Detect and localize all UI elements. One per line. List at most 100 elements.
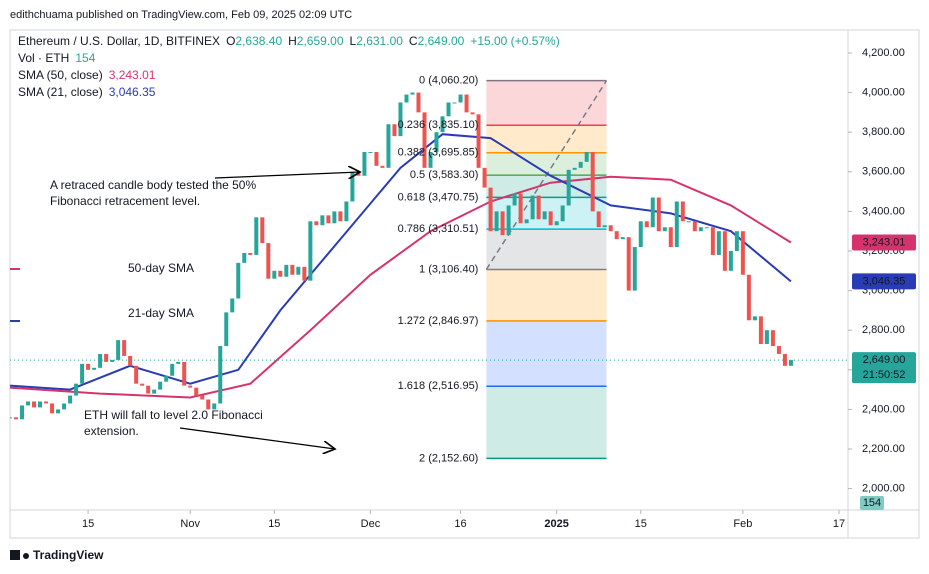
ohlc-value: 2,638.40 xyxy=(235,34,282,48)
legend-title: Ethereum / U.S. Dollar, 1D, BITFINEX xyxy=(18,34,220,48)
candle xyxy=(320,215,325,226)
fib-label: 1.618 (2,516.95) xyxy=(398,380,479,392)
ohlc-value: 2,659.00 xyxy=(297,34,344,48)
volume-legend: Vol · ETH 154 xyxy=(18,51,96,65)
candle xyxy=(212,403,217,410)
candle xyxy=(56,409,61,414)
candle xyxy=(446,102,451,117)
symbol: Ethereum / U.S. Dollar, 1D, BITFINEX xyxy=(18,34,220,48)
sma-line xyxy=(10,175,792,399)
fib-label: 0.236 (3,835.10) xyxy=(398,119,479,131)
y-tick-label: 2,200.00 xyxy=(862,443,905,455)
candle xyxy=(158,381,163,390)
candle xyxy=(572,167,577,170)
candle xyxy=(788,360,793,366)
candle xyxy=(740,231,745,275)
candle xyxy=(176,361,181,364)
candle xyxy=(566,169,571,206)
candle xyxy=(44,401,49,404)
candle xyxy=(380,165,385,168)
price-tag-label: 3,046.35 xyxy=(863,275,906,287)
overlay: Ethereum / U.S. Dollar, 1D, BITFINEX O2,… xyxy=(10,34,560,562)
candle xyxy=(350,171,355,202)
candle xyxy=(164,375,169,382)
logo xyxy=(10,550,29,560)
candle xyxy=(386,124,391,168)
candle xyxy=(728,250,733,271)
x-tick-label: 15 xyxy=(635,518,647,530)
candle xyxy=(302,266,307,281)
annotation: 50-day SMA xyxy=(128,261,194,275)
candle xyxy=(638,221,643,248)
volume-value: 154 xyxy=(75,51,95,65)
fib-label: 2 (2,152.60) xyxy=(419,452,478,464)
candle xyxy=(236,262,241,299)
ohlc-value: 2,631.00 xyxy=(356,34,403,48)
candle xyxy=(776,346,781,354)
candle xyxy=(428,151,433,168)
candle xyxy=(410,92,415,95)
x-tick-label: Feb xyxy=(733,518,752,530)
x-tick-label: 2025 xyxy=(544,518,568,530)
fib-label: 0.786 (3,310.51) xyxy=(398,223,479,235)
candle xyxy=(224,312,229,347)
fib-label: 0 (4,060.20) xyxy=(419,75,478,87)
annotation: Fibonacci retracement level. xyxy=(50,194,200,208)
sma-name: SMA (21, close) xyxy=(18,85,103,99)
candle xyxy=(128,355,133,366)
candle xyxy=(620,237,625,240)
candle xyxy=(32,401,37,408)
candle xyxy=(644,221,649,228)
candle xyxy=(134,365,139,384)
annotation: ETH will fall to level 2.0 Fibonacci xyxy=(84,408,263,422)
candle xyxy=(200,395,205,400)
candle xyxy=(524,219,529,224)
candle xyxy=(716,231,721,255)
candle xyxy=(752,316,757,321)
candle xyxy=(290,264,295,275)
candle xyxy=(218,346,223,404)
candle xyxy=(242,252,247,263)
volume-tag xyxy=(860,496,884,510)
candle xyxy=(626,237,631,291)
y-tick-label: 3,800.00 xyxy=(862,126,905,138)
sma-value: 3,046.35 xyxy=(109,85,156,99)
fib-label: 0.382 (3,695.85) xyxy=(398,147,479,159)
candle xyxy=(122,340,127,356)
marker xyxy=(10,320,20,322)
candle xyxy=(338,211,343,222)
candle xyxy=(326,215,331,224)
candle xyxy=(206,399,211,410)
candle xyxy=(458,94,463,103)
candle xyxy=(506,205,511,236)
candle xyxy=(632,247,637,291)
candle xyxy=(20,405,25,420)
candle xyxy=(374,151,379,166)
candle xyxy=(494,211,499,232)
candle xyxy=(188,385,193,388)
arrow xyxy=(214,172,360,178)
fib-band xyxy=(486,386,607,459)
fib-label: 1 (3,106.40) xyxy=(419,263,478,275)
ohlc-value: 2,649.00 xyxy=(418,34,465,48)
candle xyxy=(404,94,409,103)
marker xyxy=(10,268,20,270)
candle xyxy=(770,330,775,347)
ohlc: O2,638.40 H2,659.00 L2,631.00 C2,649.00 +15.… xyxy=(226,34,560,48)
candle xyxy=(362,151,367,176)
candle xyxy=(584,151,589,162)
candle xyxy=(656,197,661,232)
candle xyxy=(674,201,679,248)
frame xyxy=(9,29,920,539)
candle xyxy=(368,151,373,153)
candle xyxy=(662,227,667,232)
candle xyxy=(692,221,697,232)
candle xyxy=(296,266,301,275)
candle xyxy=(272,270,277,279)
candle xyxy=(680,201,685,222)
candle xyxy=(74,383,79,396)
candle xyxy=(392,124,397,137)
price-tag-label: 2,649.00 xyxy=(863,354,906,366)
fib-label: 0.618 (3,470.75) xyxy=(398,191,479,203)
ohlc-key: H xyxy=(288,34,297,48)
